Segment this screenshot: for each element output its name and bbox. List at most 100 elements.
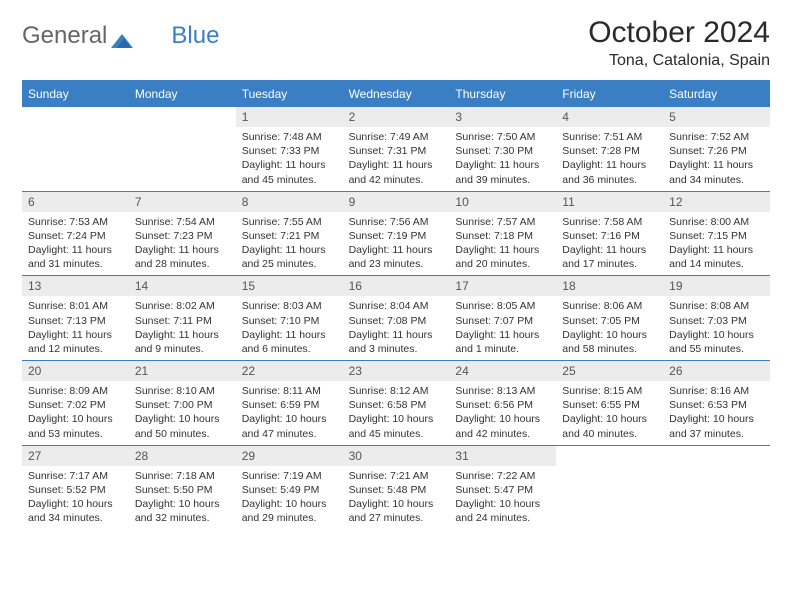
daylight-text: Daylight: 11 hours and 9 minutes. [135, 328, 230, 356]
daylight-text: Daylight: 11 hours and 45 minutes. [242, 158, 337, 186]
sunset-text: Sunset: 7:19 PM [349, 229, 444, 243]
sunrise-text: Sunrise: 7:19 AM [242, 469, 337, 483]
sunrise-text: Sunrise: 7:17 AM [28, 469, 123, 483]
daylight-text: Daylight: 10 hours and 42 minutes. [455, 412, 550, 440]
sunset-text: Sunset: 7:18 PM [455, 229, 550, 243]
day-number: 12 [663, 192, 770, 212]
sunset-text: Sunset: 5:50 PM [135, 483, 230, 497]
day-number: 8 [236, 192, 343, 212]
sunset-text: Sunset: 5:48 PM [349, 483, 444, 497]
sunset-text: Sunset: 6:59 PM [242, 398, 337, 412]
day-body: Sunrise: 7:57 AMSunset: 7:18 PMDaylight:… [449, 212, 556, 276]
daylight-text: Daylight: 11 hours and 34 minutes. [669, 158, 764, 186]
sunset-text: Sunset: 7:07 PM [455, 314, 550, 328]
day-body: Sunrise: 7:49 AMSunset: 7:31 PMDaylight:… [343, 127, 450, 191]
day-number: 28 [129, 446, 236, 466]
day-number: 4 [556, 107, 663, 127]
sunrise-text: Sunrise: 7:18 AM [135, 469, 230, 483]
day-cell: 14Sunrise: 8:02 AMSunset: 7:11 PMDayligh… [129, 275, 236, 360]
day-number: 18 [556, 276, 663, 296]
day-body: Sunrise: 7:56 AMSunset: 7:19 PMDaylight:… [343, 212, 450, 276]
sunrise-text: Sunrise: 8:02 AM [135, 299, 230, 313]
day-body: Sunrise: 7:58 AMSunset: 7:16 PMDaylight:… [556, 212, 663, 276]
sunrise-text: Sunrise: 8:10 AM [135, 384, 230, 398]
sunrise-text: Sunrise: 8:08 AM [669, 299, 764, 313]
weekday-header: Sunday [22, 82, 129, 106]
weekday-header: Wednesday [343, 82, 450, 106]
empty-cell [556, 445, 663, 530]
sunrise-text: Sunrise: 8:13 AM [455, 384, 550, 398]
day-cell: 24Sunrise: 8:13 AMSunset: 6:56 PMDayligh… [449, 360, 556, 445]
sunrise-text: Sunrise: 7:51 AM [562, 130, 657, 144]
daylight-text: Daylight: 10 hours and 34 minutes. [28, 497, 123, 525]
sunset-text: Sunset: 5:47 PM [455, 483, 550, 497]
sunrise-text: Sunrise: 7:54 AM [135, 215, 230, 229]
day-number: 20 [22, 361, 129, 381]
sunrise-text: Sunrise: 8:11 AM [242, 384, 337, 398]
daylight-text: Daylight: 10 hours and 50 minutes. [135, 412, 230, 440]
daylight-text: Daylight: 10 hours and 53 minutes. [28, 412, 123, 440]
day-number: 1 [236, 107, 343, 127]
sunrise-text: Sunrise: 8:15 AM [562, 384, 657, 398]
daylight-text: Daylight: 11 hours and 20 minutes. [455, 243, 550, 271]
daylight-text: Daylight: 10 hours and 37 minutes. [669, 412, 764, 440]
sunrise-text: Sunrise: 7:21 AM [349, 469, 444, 483]
daylight-text: Daylight: 10 hours and 58 minutes. [562, 328, 657, 356]
daylight-text: Daylight: 11 hours and 31 minutes. [28, 243, 123, 271]
weekday-header: Saturday [663, 82, 770, 106]
daylight-text: Daylight: 11 hours and 23 minutes. [349, 243, 444, 271]
day-number: 30 [343, 446, 450, 466]
day-number: 22 [236, 361, 343, 381]
sunset-text: Sunset: 7:13 PM [28, 314, 123, 328]
weekday-header: Thursday [449, 82, 556, 106]
day-cell: 5Sunrise: 7:52 AMSunset: 7:26 PMDaylight… [663, 106, 770, 191]
day-body: Sunrise: 7:55 AMSunset: 7:21 PMDaylight:… [236, 212, 343, 276]
sunset-text: Sunset: 6:56 PM [455, 398, 550, 412]
daylight-text: Daylight: 10 hours and 47 minutes. [242, 412, 337, 440]
daylight-text: Daylight: 11 hours and 14 minutes. [669, 243, 764, 271]
logo-mark-icon [111, 27, 133, 45]
day-number: 26 [663, 361, 770, 381]
day-body: Sunrise: 7:19 AMSunset: 5:49 PMDaylight:… [236, 466, 343, 530]
empty-cell [663, 445, 770, 530]
sunset-text: Sunset: 7:02 PM [28, 398, 123, 412]
day-cell: 11Sunrise: 7:58 AMSunset: 7:16 PMDayligh… [556, 191, 663, 276]
sunset-text: Sunset: 6:53 PM [669, 398, 764, 412]
sunrise-text: Sunrise: 8:05 AM [455, 299, 550, 313]
day-body: Sunrise: 8:02 AMSunset: 7:11 PMDaylight:… [129, 296, 236, 360]
sunset-text: Sunset: 7:30 PM [455, 144, 550, 158]
day-body: Sunrise: 7:48 AMSunset: 7:33 PMDaylight:… [236, 127, 343, 191]
day-body: Sunrise: 8:03 AMSunset: 7:10 PMDaylight:… [236, 296, 343, 360]
day-body: Sunrise: 7:17 AMSunset: 5:52 PMDaylight:… [22, 466, 129, 530]
sunrise-text: Sunrise: 8:03 AM [242, 299, 337, 313]
daylight-text: Daylight: 11 hours and 25 minutes. [242, 243, 337, 271]
sunrise-text: Sunrise: 7:58 AM [562, 215, 657, 229]
day-number: 15 [236, 276, 343, 296]
weekday-header: Friday [556, 82, 663, 106]
sunrise-text: Sunrise: 8:01 AM [28, 299, 123, 313]
day-cell: 19Sunrise: 8:08 AMSunset: 7:03 PMDayligh… [663, 275, 770, 360]
day-cell: 25Sunrise: 8:15 AMSunset: 6:55 PMDayligh… [556, 360, 663, 445]
sunset-text: Sunset: 7:31 PM [349, 144, 444, 158]
day-cell: 4Sunrise: 7:51 AMSunset: 7:28 PMDaylight… [556, 106, 663, 191]
page-title: October 2024 [588, 16, 770, 50]
day-number: 2 [343, 107, 450, 127]
day-body: Sunrise: 8:13 AMSunset: 6:56 PMDaylight:… [449, 381, 556, 445]
calendar-grid: SundayMondayTuesdayWednesdayThursdayFrid… [22, 80, 770, 529]
day-cell: 3Sunrise: 7:50 AMSunset: 7:30 PMDaylight… [449, 106, 556, 191]
day-number: 13 [22, 276, 129, 296]
empty-cell [129, 106, 236, 191]
day-number: 11 [556, 192, 663, 212]
day-body: Sunrise: 8:06 AMSunset: 7:05 PMDaylight:… [556, 296, 663, 360]
sunset-text: Sunset: 7:24 PM [28, 229, 123, 243]
day-cell: 23Sunrise: 8:12 AMSunset: 6:58 PMDayligh… [343, 360, 450, 445]
sunset-text: Sunset: 7:10 PM [242, 314, 337, 328]
daylight-text: Daylight: 11 hours and 39 minutes. [455, 158, 550, 186]
sunrise-text: Sunrise: 7:56 AM [349, 215, 444, 229]
day-body: Sunrise: 7:50 AMSunset: 7:30 PMDaylight:… [449, 127, 556, 191]
daylight-text: Daylight: 10 hours and 27 minutes. [349, 497, 444, 525]
sunrise-text: Sunrise: 8:16 AM [669, 384, 764, 398]
day-cell: 29Sunrise: 7:19 AMSunset: 5:49 PMDayligh… [236, 445, 343, 530]
sunset-text: Sunset: 5:52 PM [28, 483, 123, 497]
sunset-text: Sunset: 7:21 PM [242, 229, 337, 243]
